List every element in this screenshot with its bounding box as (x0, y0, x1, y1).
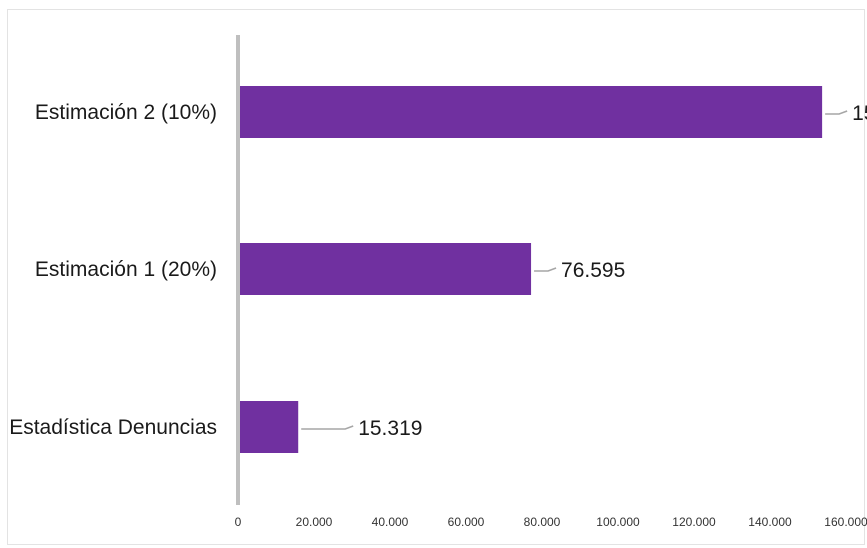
category-label-2: Estadística Denuncias (9, 416, 217, 439)
category-labels-layer: Estimación 2 (10%) Estimación 1 (20%) Esta… (9, 101, 217, 439)
data-labels-layer: 153.190 76.595 15.319 (358, 102, 867, 440)
x-tick-label-7: 140.000 (748, 515, 792, 529)
x-tick-label-4: 80.000 (524, 515, 561, 529)
leader-lines-layer (301, 110, 848, 430)
category-label-1: Estimación 1 (20%) (35, 258, 217, 281)
bar-1 (240, 243, 532, 295)
x-tick-label-0: 0 (235, 515, 242, 529)
x-tick-label-2: 40.000 (372, 515, 409, 529)
category-label-0: Estimación 2 (10%) (35, 101, 217, 124)
leader-line-1 (534, 267, 557, 272)
data-label-1: 76.595 (561, 259, 625, 282)
x-tick-labels-layer: 0 20.000 40.000 60.000 80.000 100.000 120.000 1… (235, 515, 867, 529)
bars-layer (240, 86, 823, 453)
x-tick-label-5: 100.000 (596, 515, 640, 529)
x-tick-label-6: 120.000 (672, 515, 716, 529)
data-label-0: 153.190 (852, 102, 867, 125)
x-tick-label-8: 160.000 (824, 515, 867, 529)
x-tick-label-1: 20.000 (296, 515, 333, 529)
data-label-2: 15.319 (358, 417, 422, 440)
leader-line-2 (301, 425, 354, 430)
leader-line-0 (825, 110, 848, 115)
bar-2 (240, 401, 299, 453)
bar-0 (240, 86, 823, 138)
x-tick-label-3: 60.000 (448, 515, 485, 529)
